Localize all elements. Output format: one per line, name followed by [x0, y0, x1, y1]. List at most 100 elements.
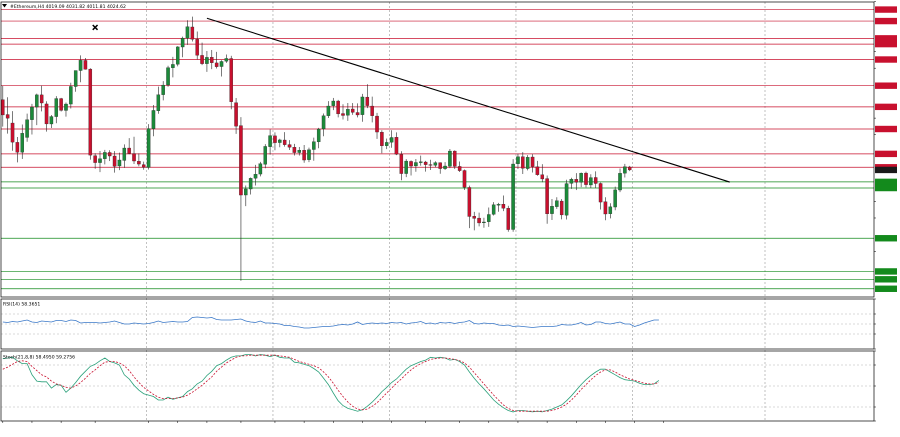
candle-body-76 [370, 105, 374, 116]
candle-body-15 [73, 70, 78, 87]
candle-body-57 [278, 139, 282, 143]
dropdown-triangle-icon[interactable] [2, 4, 7, 8]
candle-body-86 [419, 161, 423, 163]
price-tag-bg-11 [875, 178, 897, 186]
candle-body-122 [593, 177, 598, 184]
candle-body-73 [355, 112, 360, 116]
candle-body-47 [229, 58, 233, 102]
price-tag-bg-3 [875, 40, 897, 48]
candle-body-66 [321, 115, 326, 130]
candle-body-64 [312, 141, 316, 150]
main-pane-frame [0, 1, 875, 298]
main-chart-title: #Ethereum,H4 4019.09 4031.82 4011.81 402… [10, 4, 126, 10]
candle-body-8 [39, 94, 44, 104]
rsi-title: RSI(14) 58.3651 [3, 302, 40, 308]
candle-body-92 [448, 150, 452, 167]
candle-body-51 [248, 178, 253, 190]
candle-body-104 [506, 208, 510, 230]
candle-body-49 [239, 125, 243, 196]
candle-body-60 [292, 147, 297, 153]
candle-body-114 [555, 200, 559, 207]
candle-body-105 [511, 163, 515, 230]
cross-marker [92, 24, 99, 31]
candle-body-123 [598, 183, 603, 203]
candle-body-69 [336, 100, 340, 115]
candle-body-62 [302, 150, 306, 161]
candle-body-68 [331, 100, 336, 106]
candle-body-115 [559, 200, 564, 216]
candle-body-9 [44, 103, 49, 125]
candle-body-7 [35, 94, 39, 108]
stoch-signal-line [2, 354, 660, 412]
candle-body-0 [1, 99, 5, 116]
candle-body-10 [49, 116, 54, 125]
price-tag-bg-16 [875, 285, 897, 292]
candle-body-13 [64, 103, 68, 111]
candle-body-6 [30, 106, 34, 120]
candle-body-45 [219, 61, 224, 67]
candle-body-28 [137, 161, 141, 165]
price-tag-bg-8 [875, 150, 897, 158]
candle-body-19 [93, 155, 97, 163]
candle-body-93 [453, 150, 457, 167]
candle-body-41 [200, 55, 204, 64]
candle-body-36 [176, 46, 180, 65]
candle-body-48 [234, 102, 238, 127]
candle-body-127 [618, 173, 622, 191]
candle-body-42 [205, 57, 209, 64]
candle-body-77 [375, 115, 379, 133]
candle-body-91 [443, 165, 447, 169]
candle-body-79 [384, 142, 389, 146]
candle-body-61 [297, 150, 302, 153]
candle-body-67 [326, 105, 331, 116]
trendline [206, 17, 730, 183]
candle-body-32 [156, 94, 161, 111]
candle-body-121 [589, 177, 593, 186]
candle-body-56 [273, 135, 277, 143]
candle-body-98 [477, 217, 481, 224]
candle-body-44 [214, 62, 219, 67]
price-tag-bg-4 [875, 56, 897, 63]
candle-body-107 [521, 156, 525, 169]
candle-body-106 [516, 156, 520, 164]
candle-body-96 [467, 187, 472, 217]
candle-body-113 [550, 206, 554, 214]
candle-body-50 [244, 188, 248, 196]
candle-body-55 [268, 135, 272, 147]
candle-body-20 [98, 158, 102, 163]
candle-body-82 [399, 154, 404, 174]
candle-body-18 [88, 68, 93, 156]
stoch-main-line [2, 354, 660, 413]
candle-body-108 [525, 157, 530, 169]
price-tag-bg-1 [875, 17, 897, 25]
candle-body-118 [574, 179, 579, 183]
candle-body-17 [83, 60, 88, 70]
candle-body-95 [462, 170, 467, 188]
candle-body-89 [433, 162, 438, 166]
candle-body-58 [282, 139, 287, 145]
candle-body-33 [161, 84, 165, 95]
price-tag-bg-2 [875, 35, 897, 42]
candle-body-14 [69, 86, 73, 105]
candle-body-119 [579, 173, 583, 183]
candle-body-126 [613, 189, 617, 208]
price-tag-bg-6 [875, 103, 897, 111]
candle-body-5 [25, 119, 29, 138]
candle-body-103 [501, 203, 506, 209]
candle-body-129 [627, 166, 632, 171]
candle-body-3 [15, 142, 20, 153]
price-tag-bg-12 [875, 184, 897, 192]
price-tag-bg-14 [875, 268, 897, 275]
candle-body-83 [404, 160, 408, 174]
candle-body-70 [341, 113, 345, 116]
candle-body-109 [530, 156, 535, 167]
candle-body-124 [603, 201, 608, 215]
stoch-title: Stoch(21,8,8) 58.4950 59.2756 [3, 355, 75, 361]
candle-body-88 [428, 164, 433, 166]
price-tag-bg-15 [875, 276, 897, 283]
candle-body-102 [496, 204, 501, 206]
candle-body-43 [210, 57, 214, 63]
candle-body-72 [350, 108, 355, 113]
candle-body-4 [20, 133, 24, 153]
